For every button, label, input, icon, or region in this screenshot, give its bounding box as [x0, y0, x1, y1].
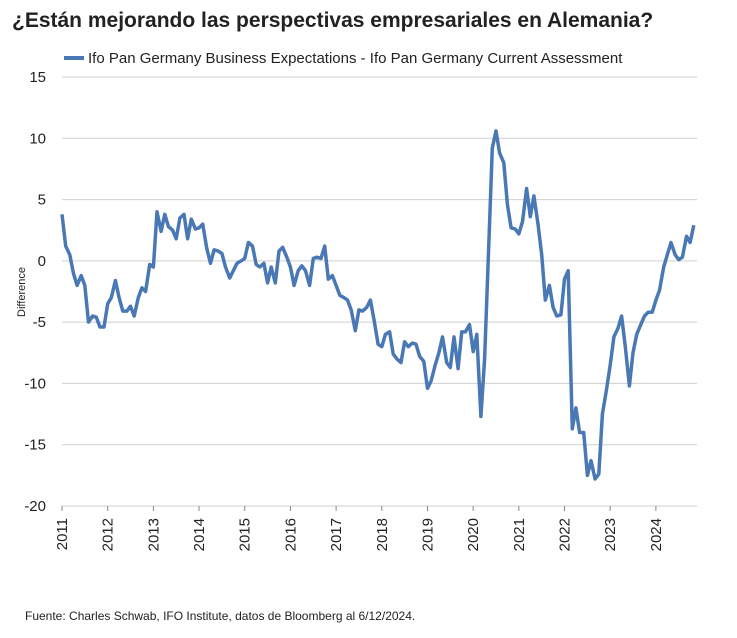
y-tick-label: -10 — [24, 375, 46, 392]
legend-label: Ifo Pan Germany Business Expectations - … — [88, 50, 623, 67]
y-tick-label: -5 — [33, 314, 46, 331]
chart-title: ¿Están mejorando las perspectivas empres… — [12, 9, 653, 32]
y-tick-label: 5 — [38, 192, 46, 209]
x-tick-label: 2014 — [191, 518, 208, 551]
x-tick-label: 2011 — [54, 518, 71, 550]
x-tick-label: 2023 — [602, 518, 619, 551]
y-axis-label: Difference — [16, 267, 28, 317]
x-tick-label: 2024 — [648, 518, 665, 551]
y-tick-label: -20 — [24, 498, 46, 515]
y-tick-label: 10 — [29, 130, 46, 147]
x-tick-label: 2022 — [557, 518, 574, 551]
x-tick-label: 2016 — [282, 518, 299, 551]
x-tick-label: 2018 — [374, 518, 391, 551]
source-note: Fuente: Charles Schwab, IFO Institute, d… — [25, 609, 415, 623]
data-line — [60, 129, 696, 481]
x-tick-label: 2021 — [511, 518, 528, 551]
x-tick-label: 2017 — [328, 518, 345, 551]
y-tick-label: -15 — [24, 437, 46, 454]
y-tick-label: 0 — [38, 253, 46, 270]
x-tick-label: 2012 — [100, 518, 117, 551]
x-tick-label: 2013 — [145, 518, 162, 551]
y-tick-label: 15 — [29, 69, 46, 86]
x-tick-label: 2019 — [419, 518, 436, 551]
x-tick-label: 2015 — [237, 518, 254, 551]
x-tick-label: 2020 — [465, 518, 482, 551]
